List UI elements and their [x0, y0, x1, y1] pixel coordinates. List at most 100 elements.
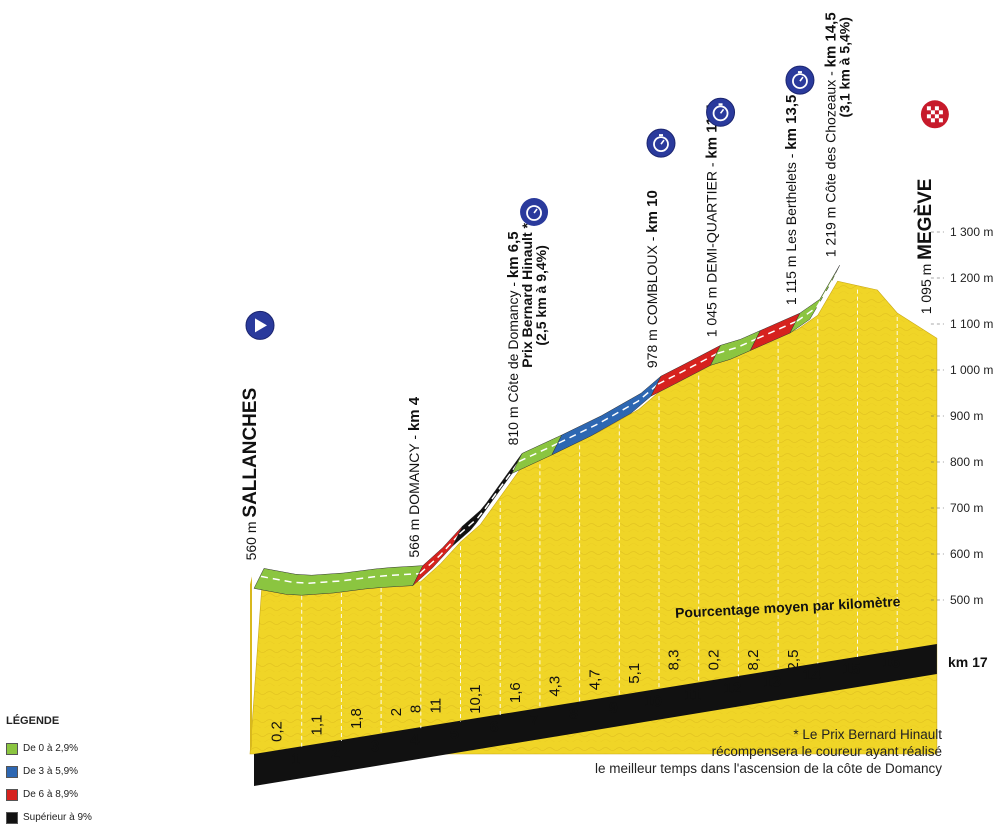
- km-percentage: 2,5: [785, 650, 802, 671]
- waypoint-km: km 14,5: [823, 12, 840, 67]
- x-tick-label: 12: [724, 680, 742, 697]
- waypoint-text: 560 m SALLANCHES: [240, 388, 261, 561]
- waypoint-altitude: 1 219 m: [823, 203, 839, 257]
- km-axis-band: [254, 644, 937, 786]
- stopwatch-dial-icon: [712, 105, 729, 122]
- legend-label: Supérieur à 9%: [23, 812, 92, 823]
- km-percentage: 1,1: [308, 715, 325, 736]
- finish-icon-check: [930, 118, 935, 123]
- road-centerline: [558, 383, 659, 444]
- footnote-line: * Le Prix Bernard Hinault: [793, 727, 942, 742]
- km-percentage: 11: [428, 698, 445, 714]
- waypoint-text: 810 m Côte de Domancy - km 6,5: [505, 231, 522, 445]
- km-percentage: 1,6: [507, 682, 524, 703]
- waypoint-name: MEGÈVE: [914, 179, 936, 260]
- waypoint-subtitle: (2,5 km à 9,4%): [533, 245, 549, 345]
- km-percentage: 2: [388, 708, 405, 716]
- waypoint-altitude: 810 m: [505, 403, 521, 446]
- stopwatch-crown-icon: [659, 134, 663, 137]
- road-centerline: [717, 337, 758, 355]
- legend-item: Supérieur à 9%: [6, 806, 156, 829]
- waypoint-km: km 4: [406, 396, 423, 431]
- km-percentage: 4,7: [586, 669, 603, 690]
- road-centerline: [518, 442, 560, 463]
- x-end-label: km 17: [948, 654, 988, 670]
- y-tick-label: 900 m: [950, 409, 983, 423]
- finish-icon-check: [930, 110, 935, 115]
- waypoint-sep: -: [505, 278, 521, 290]
- axis-layer: 500 m 600 m 700 m 800 m 900 m 1 000 m 1 100 m 1…: [291, 225, 993, 769]
- x-tick-label: 4: [410, 732, 419, 749]
- finish-icon-check: [926, 106, 931, 111]
- label-layer: 0,2 1,1 1,8 2 8 11 10,1 1,6 4,3 4,7 5,18,3 0,2 8,2 2,…: [240, 12, 949, 742]
- km-percentage: 0,2: [269, 721, 286, 742]
- y-tick-label: 700 m: [950, 501, 983, 515]
- legend-item: De 3 à 5,9%: [6, 760, 156, 783]
- legend-item: De 0 à 2,9%: [6, 737, 156, 760]
- waypoint-subtitle: (3,1 km à 5,4%): [837, 17, 853, 117]
- road-centerline: [756, 320, 798, 340]
- waypoint-label: 978 m COMBLOUX - km 10: [644, 190, 661, 368]
- waypoint-sep: -: [644, 233, 660, 245]
- road-centerline: [260, 572, 420, 584]
- waypoint-label: 1 045 m DEMI-QUARTIER - km 11,5: [704, 104, 721, 337]
- km-percentage: 8: [408, 705, 425, 713]
- legend-label: De 6 à 8,9%: [23, 789, 79, 800]
- legend-swatch-blue: [6, 765, 18, 778]
- waypoint-name: DEMI-QUARTIER: [704, 171, 720, 283]
- km-percentage: 8,2: [745, 650, 762, 671]
- waypoint-text: 1 219 m Côte des Chozeaux - km 14,5: [823, 12, 840, 257]
- footnote-line: le meilleur temps dans l'ascension de la…: [594, 761, 942, 776]
- waypoint-altitude: 566 m: [406, 515, 422, 558]
- waypoint-sep: -: [704, 159, 720, 171]
- road-centerline: [459, 460, 520, 535]
- x-tick-label: 10: [644, 693, 662, 710]
- grid-layer: [301, 289, 898, 748]
- x-tick-label: 3: [371, 739, 380, 756]
- km-percentage: 1,8: [348, 708, 365, 729]
- stopwatch-dial-icon: [792, 73, 808, 89]
- waypoint-altitude: 978 m: [644, 325, 660, 368]
- waypoint-name: DOMANCY: [406, 443, 422, 515]
- waypoint-name: Côte des Chozeaux: [823, 80, 839, 203]
- km-percentage: 10,1: [467, 685, 484, 714]
- waypoint-label: 1 115 m Les Berthelets - km 13,5: [783, 95, 800, 305]
- y-tick-label: 500 m: [950, 593, 983, 607]
- road-centerline: [419, 533, 461, 575]
- km-percentage: 4,3: [547, 676, 564, 697]
- base-layer: [249, 280, 938, 786]
- waypoint-text: 1 095 m MEGÈVE: [914, 179, 936, 315]
- x-tick-label: 13: [763, 674, 781, 691]
- legend-swatch-black: [6, 811, 18, 824]
- waypoint-altitude: 1 115 m: [783, 252, 799, 305]
- waypoint-sep: -: [406, 431, 422, 443]
- finish-icon-check: [938, 110, 943, 115]
- waypoint-km: km 13,5: [783, 95, 800, 150]
- waypoint-name: Côte de Domancy: [505, 291, 521, 403]
- waypoint-sep: -: [783, 150, 799, 162]
- start-arrow-icon: [255, 318, 267, 333]
- road-centerline: [796, 272, 838, 322]
- x-tick-label: 2: [331, 745, 340, 762]
- x-tick-label: 15: [843, 661, 861, 678]
- y-tick-label: 800 m: [950, 455, 983, 469]
- legend-label: De 0 à 2,9%: [23, 743, 79, 754]
- legend-title: LÉGENDE: [6, 715, 60, 727]
- x-tick-label: 7: [529, 713, 538, 730]
- stopwatch-crown-icon: [718, 103, 723, 106]
- stopwatch-hand-icon: [799, 76, 804, 82]
- legend-label: De 3 à 5,9%: [23, 766, 79, 777]
- legend: LÉGENDE De 0 à 2,9% De 3 à 5,9% De 6 à 8…: [6, 715, 156, 829]
- km-percentage: 8,3: [666, 650, 683, 671]
- x-tick-label: 6: [490, 719, 499, 736]
- stopwatch-hand-icon: [660, 139, 665, 145]
- legend-item: De 6 à 8,9%: [6, 783, 156, 806]
- waypoint-altitude: 1 045 m: [704, 283, 720, 337]
- finish-icon-check: [934, 106, 939, 111]
- stopwatch-hand-icon: [533, 208, 538, 214]
- waypoint-name: SALLANCHES: [240, 388, 261, 518]
- x-tick-label: 14: [803, 667, 821, 684]
- finish-icon-check: [934, 114, 939, 119]
- waypoint-altitude: 560 m: [243, 518, 259, 561]
